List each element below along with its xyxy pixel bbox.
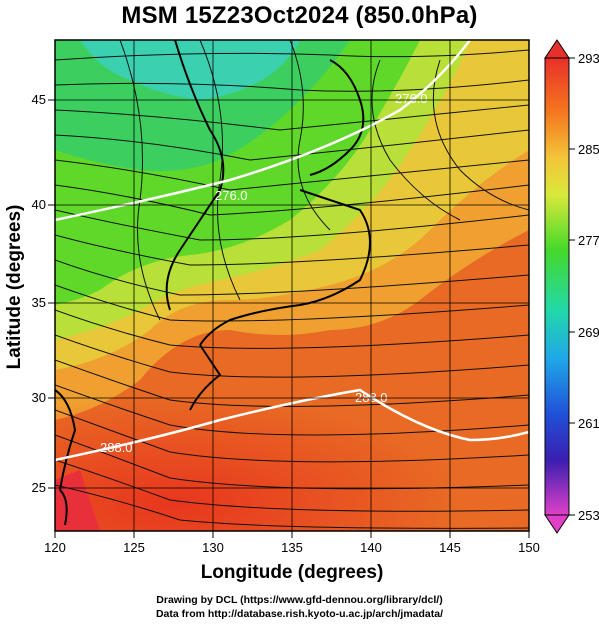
- colorbar-top-arrow: [544, 39, 570, 59]
- colorbar-ticks: [569, 57, 575, 516]
- isotherm-288: [55, 388, 529, 462]
- credits-data: Data from http://database.rish.kyoto-u.a…: [155, 608, 444, 620]
- coast-honshu: [199, 189, 371, 346]
- y-tick-labels: 45 40 35 30 25: [32, 92, 46, 495]
- x-tick-label: 140: [360, 540, 382, 555]
- y-tick-label: 45: [32, 92, 46, 107]
- colorbar-label: 285: [578, 142, 599, 157]
- coast-taiwan: [59, 489, 68, 526]
- y-tick-label: 30: [32, 390, 46, 405]
- colorbar-bar: [544, 57, 570, 516]
- coastlines: [55, 40, 371, 526]
- contour-label: 288.0: [100, 440, 133, 455]
- colorbar-label: 269: [578, 325, 599, 340]
- y-axis-title: Latitude (degrees): [4, 205, 25, 370]
- y-tick-label: 25: [32, 480, 46, 495]
- streamlines: [55, 40, 529, 529]
- graticule: [55, 40, 529, 531]
- x-tick-marks: [54, 531, 530, 538]
- y-tick-marks: [48, 99, 55, 489]
- x-axis-title: Longitude (degrees): [201, 562, 384, 583]
- x-tick-label: 130: [202, 540, 224, 555]
- x-tick-labels: 120 125 130 135 140 145 150: [44, 540, 540, 555]
- y-tick-label: 35: [32, 295, 46, 310]
- contour-label: 276.0: [215, 188, 248, 203]
- isotherms: [55, 40, 529, 462]
- x-tick-label: 150: [518, 540, 540, 555]
- colorbar: 293 285 277 269 261 253: [544, 39, 599, 534]
- field-cyan-band: [80, 40, 300, 100]
- colorbar-label: 293: [578, 51, 599, 66]
- x-tick-label: 120: [44, 540, 66, 555]
- colorbar-label: 253: [578, 508, 599, 523]
- coast-korea-china: [165, 40, 225, 311]
- colorbar-bottom-arrow: [544, 514, 570, 534]
- x-tick-label: 145: [439, 540, 461, 555]
- map-title: MSM 15Z23Oct2024 (850.0hPa): [121, 2, 478, 29]
- colorbar-label: 261: [578, 416, 599, 431]
- contour-label: 276.0: [395, 91, 428, 106]
- contour-labels: 276.0 276.0 288.0 288.0: [100, 91, 428, 455]
- coast-hokkaido: [309, 59, 365, 176]
- isotherm-276: [55, 40, 471, 222]
- x-tick-label: 135: [281, 540, 303, 555]
- colorbar-label: 277: [578, 233, 599, 248]
- x-tick-label: 125: [123, 540, 145, 555]
- coast-kyushu: [189, 344, 222, 411]
- credits-drawing: Drawing by DCL (https://www.gfd-dennou.o…: [156, 594, 443, 606]
- y-tick-label: 40: [32, 197, 46, 212]
